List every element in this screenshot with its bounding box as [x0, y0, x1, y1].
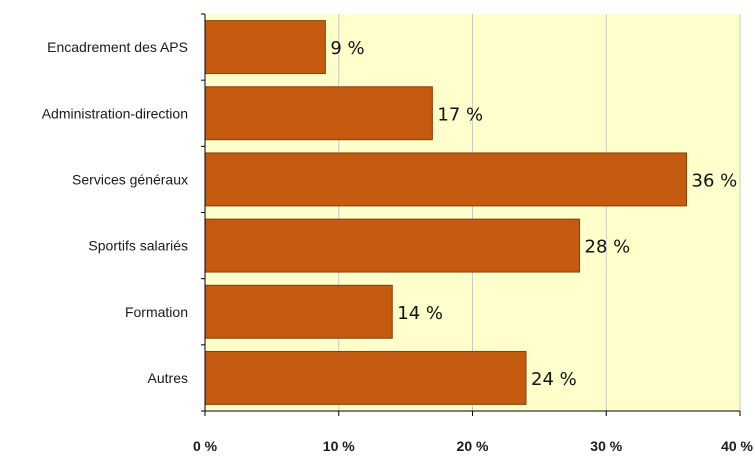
- gridlines: [338, 14, 741, 411]
- x-tick-label: 20 %: [457, 438, 489, 454]
- data-label: 9 %: [330, 38, 364, 59]
- bar: [204, 350, 527, 405]
- bars: [204, 20, 687, 405]
- bar: [204, 152, 687, 207]
- bar: [204, 284, 393, 339]
- category-label: Administration-direction: [42, 105, 188, 121]
- bar: [204, 86, 433, 141]
- category-label: Sportifs salariés: [88, 238, 188, 254]
- x-tick-label: 10 %: [323, 438, 355, 454]
- bar: [204, 218, 580, 273]
- category-label: Encadrement des APS: [47, 39, 188, 55]
- category-label: Autres: [148, 370, 188, 386]
- data-label: 24 %: [531, 369, 577, 390]
- data-label: 17 %: [437, 104, 483, 125]
- labels: Encadrement des APS 9 % Administration-dir…: [42, 38, 754, 454]
- data-label: 36 %: [692, 170, 738, 191]
- category-label: Formation: [125, 304, 188, 320]
- data-label: 28 %: [585, 237, 631, 258]
- x-tick-label: 0 %: [193, 438, 218, 454]
- axes: [201, 13, 741, 416]
- x-tick-label: 30 %: [590, 438, 622, 454]
- category-label: Services généraux: [72, 171, 188, 187]
- bar: [204, 20, 326, 75]
- x-tick-label: 40 %: [721, 438, 753, 454]
- data-label: 14 %: [397, 303, 443, 324]
